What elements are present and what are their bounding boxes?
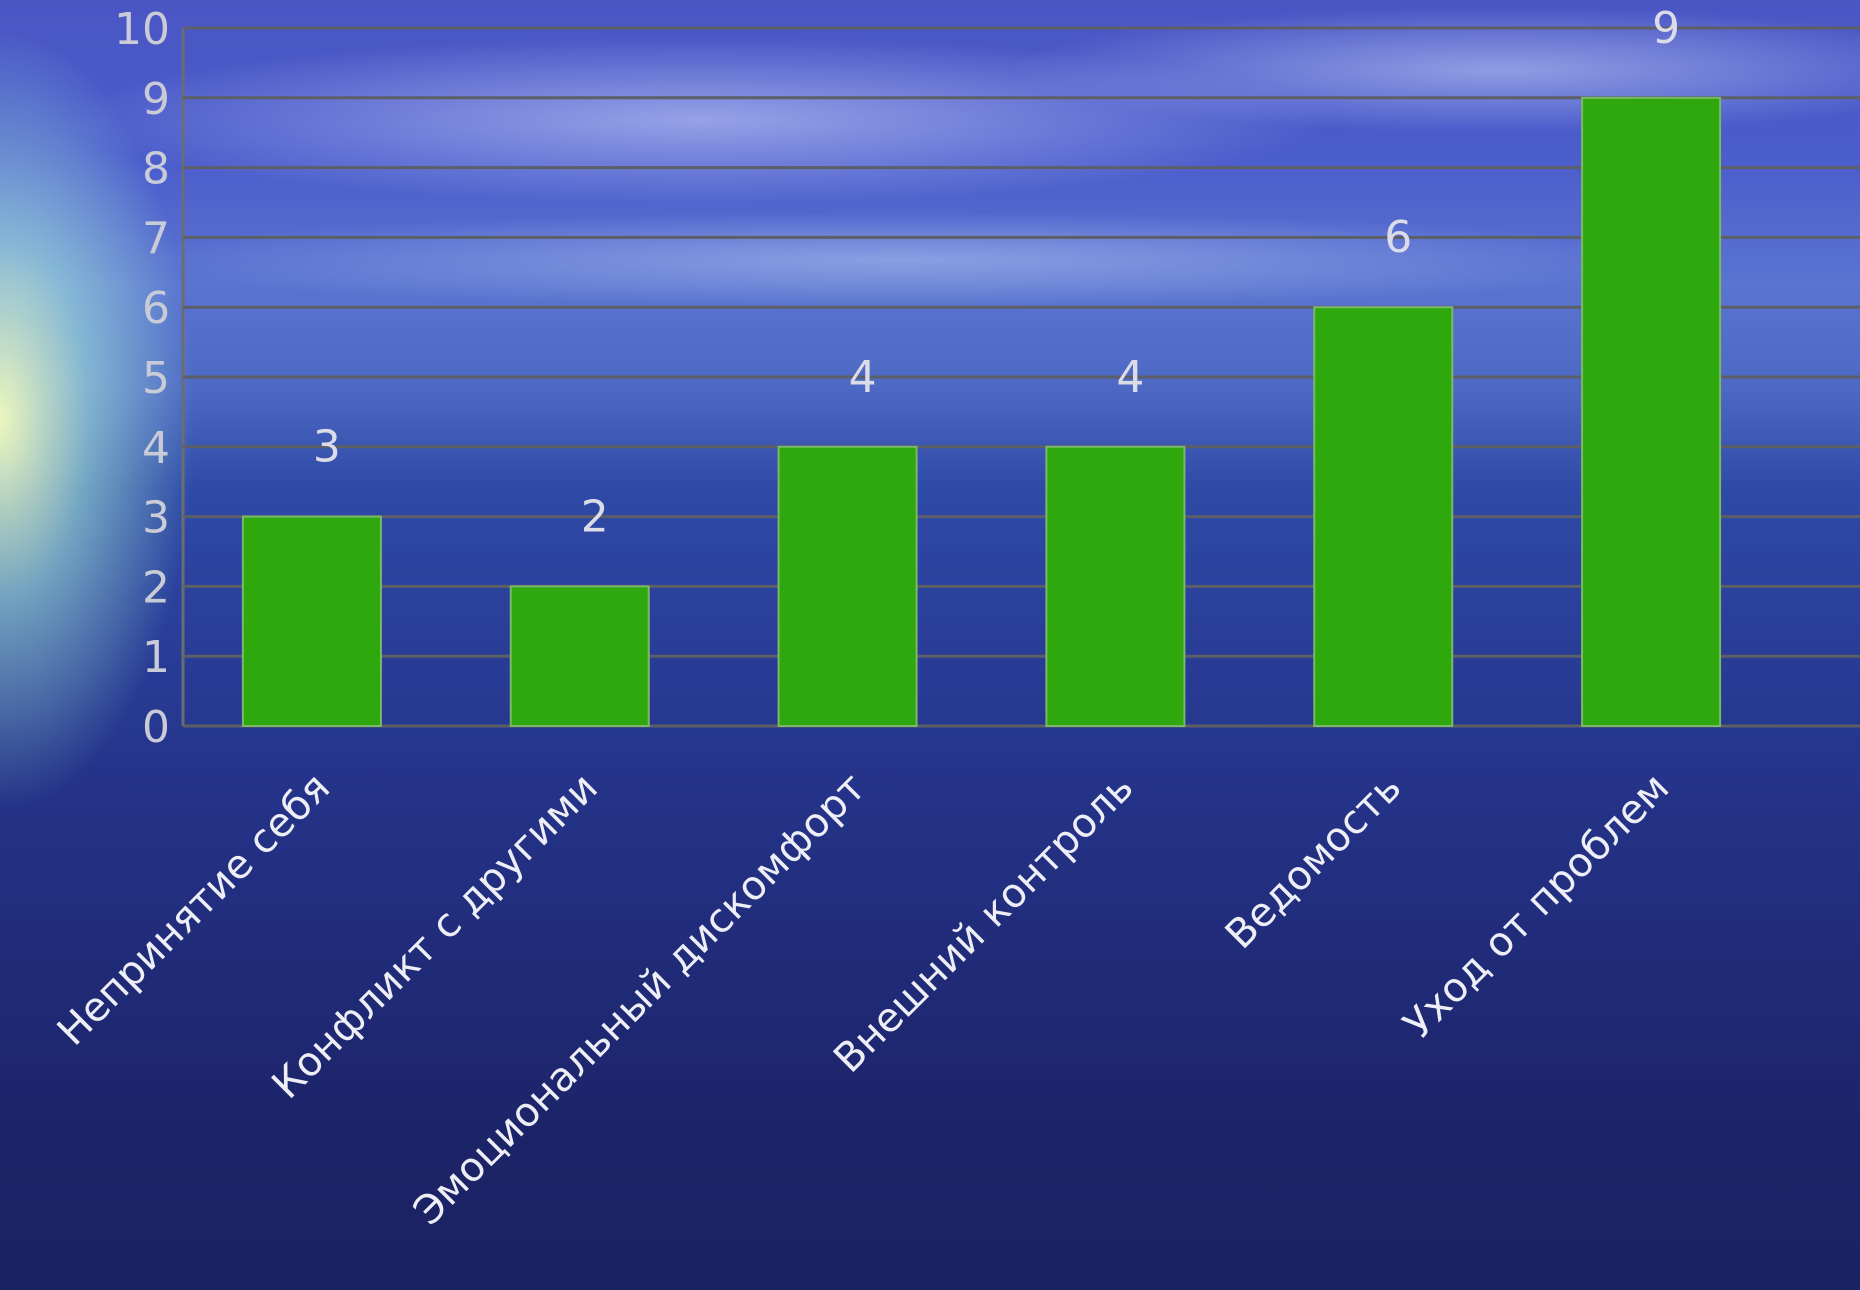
- y-axis-tick-labels: 0 1 2 3 4 5 6 7 8 9 10: [114, 4, 170, 753]
- y-tick-label: 10: [114, 4, 170, 55]
- category-label: Эмоциональный дискомфорт: [405, 765, 875, 1235]
- data-labels: 3 2 4 4 6 9: [313, 3, 1680, 543]
- y-tick-label: 4: [142, 423, 170, 474]
- data-label: 4: [849, 352, 877, 403]
- data-label: 9: [1652, 3, 1680, 54]
- y-tick-label: 5: [142, 353, 170, 404]
- data-label: 6: [1384, 212, 1412, 263]
- bar: [1581, 96, 1722, 728]
- y-tick-label: 0: [142, 702, 170, 753]
- category-label: Внешний контроль: [825, 765, 1142, 1082]
- bar: [777, 445, 918, 727]
- bars: [241, 96, 1722, 728]
- grid: [181, 26, 1860, 728]
- category-label: Уход от проблем: [1395, 765, 1678, 1048]
- y-tick-label: 2: [142, 562, 170, 613]
- data-label: 4: [1116, 352, 1144, 403]
- y-tick-label: 8: [142, 144, 170, 195]
- bar: [241, 515, 382, 727]
- bar: [1313, 306, 1454, 727]
- y-tick-label: 6: [142, 283, 170, 334]
- data-label: 3: [313, 422, 341, 473]
- y-tick-label: 1: [142, 632, 170, 683]
- y-tick-label: 3: [142, 493, 170, 544]
- y-tick-label: 9: [142, 74, 170, 125]
- bar: [509, 585, 650, 728]
- category-label: Непринятие себя: [49, 765, 339, 1055]
- y-tick-label: 7: [142, 213, 170, 264]
- category-label: Ведомость: [1217, 765, 1411, 959]
- data-label: 2: [581, 491, 609, 542]
- bar: [1045, 445, 1186, 727]
